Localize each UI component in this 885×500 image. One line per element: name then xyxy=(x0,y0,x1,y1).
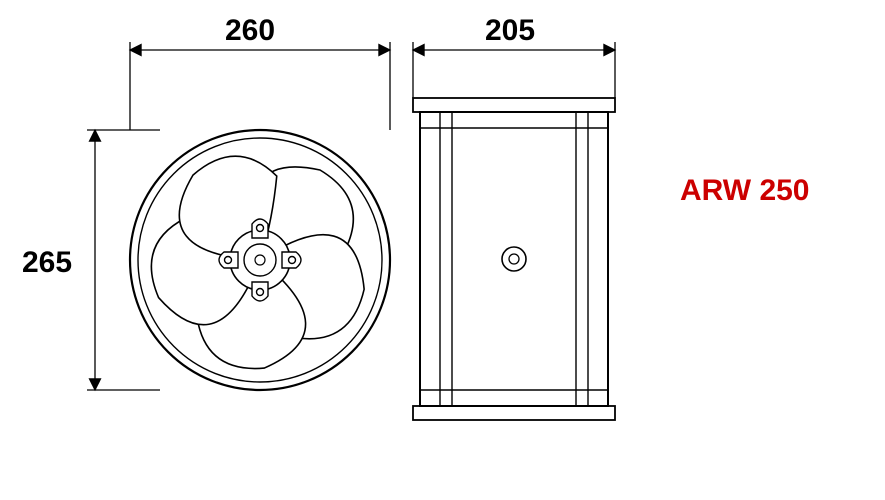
dim-205 xyxy=(413,42,615,98)
dim-260-label: 260 xyxy=(225,14,275,47)
model-title: ARW 250 xyxy=(680,174,810,207)
side-view xyxy=(413,98,615,420)
dim-265-label: 265 xyxy=(22,246,72,279)
dim-205-label: 205 xyxy=(485,14,535,47)
front-view xyxy=(130,130,390,390)
dim-260 xyxy=(130,42,390,130)
dim-265 xyxy=(87,130,160,390)
